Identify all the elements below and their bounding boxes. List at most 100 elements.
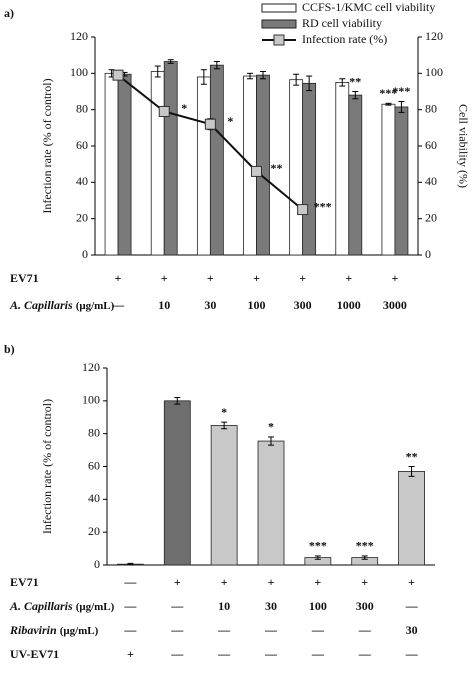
y-tick-label: 120: [70, 29, 88, 43]
row-label-name: A. Capillaris: [9, 298, 73, 312]
row-label-name: A. Capillaris: [9, 599, 73, 613]
bar: [196, 76, 211, 256]
y2-tick-label: 100: [425, 65, 443, 79]
bar: [210, 425, 238, 566]
y-axis-label: Infection rate (% of control): [40, 399, 54, 534]
row-value: +: [115, 271, 122, 285]
bar: [150, 71, 165, 256]
significance: *: [181, 101, 187, 115]
row-value: 300: [356, 599, 374, 613]
significance: *: [268, 420, 274, 434]
y-tick-label: 80: [88, 425, 100, 439]
row-label: EV71: [10, 575, 39, 589]
row-value: +: [268, 575, 275, 589]
bar: [398, 471, 425, 566]
marker: [251, 165, 262, 177]
row-value: 3000: [383, 298, 407, 312]
bar: [302, 82, 317, 256]
legend-swatch: [261, 3, 297, 13]
row-value: —: [123, 599, 137, 613]
bar: [163, 400, 191, 566]
bar: [209, 64, 224, 256]
panel-label: a): [4, 6, 14, 20]
row-value: +: [207, 271, 214, 285]
bar: [394, 106, 409, 256]
significance: **: [349, 74, 361, 88]
row-value: +: [392, 271, 399, 285]
bar: [163, 61, 178, 256]
row-label-name: EV71: [10, 271, 39, 285]
bar: [335, 82, 350, 256]
row-value: —: [111, 298, 125, 312]
significance: ***: [392, 84, 410, 98]
legend-swatch: [261, 19, 297, 29]
row-value: +: [127, 647, 134, 661]
row-value: 30: [204, 298, 216, 312]
y-tick-label: 0: [94, 557, 100, 571]
y2-tick-label: 0: [425, 247, 431, 261]
y-tick-label: 20: [76, 210, 88, 224]
legend-label: RD cell viability: [302, 16, 382, 30]
row-label-name: EV71: [10, 575, 39, 589]
row-value: —: [264, 647, 278, 661]
bar: [256, 74, 270, 256]
row-value: —: [123, 623, 137, 637]
y2-tick-label: 80: [425, 101, 437, 115]
row-value: +: [253, 271, 260, 285]
significance: ***: [314, 199, 332, 213]
row-value: —: [264, 623, 278, 637]
row-label: Ribavirin (μg/mL): [9, 623, 99, 637]
row-value: —: [405, 599, 419, 613]
row-value: 1000: [337, 298, 361, 312]
significance: *: [227, 114, 233, 128]
y2-tick-label: 20: [425, 210, 437, 224]
row-value: —: [405, 647, 419, 661]
bar: [117, 73, 132, 256]
y2-tick-label: 40: [425, 174, 437, 188]
row-label: UV-EV71: [10, 647, 59, 661]
row-value: —: [170, 647, 184, 661]
row-value: —: [358, 623, 372, 637]
row-value: —: [311, 647, 325, 661]
significance: *: [221, 405, 227, 419]
marker: [158, 105, 170, 117]
y-tick-label: 120: [82, 360, 100, 374]
significance: ***: [309, 539, 327, 553]
row-value: 30: [406, 623, 418, 637]
row-value: —: [123, 575, 137, 589]
legend-label: CCFS-1/KMC cell viability: [302, 0, 435, 14]
row-value: +: [221, 575, 228, 589]
y-tick-label: 100: [82, 393, 100, 407]
row-value: 10: [218, 599, 230, 613]
row-value: 100: [309, 599, 327, 613]
bar: [381, 103, 396, 256]
y-tick-label: 40: [88, 491, 100, 505]
y-tick-label: 80: [76, 101, 88, 115]
row-label-name: Ribavirin: [9, 623, 57, 637]
row-value: —: [311, 623, 325, 637]
y-tick-label: 40: [76, 174, 88, 188]
significance: ***: [356, 539, 374, 553]
y-tick-label: 20: [88, 524, 100, 538]
bar: [289, 79, 304, 256]
row-label-unit: (μg/mL): [76, 300, 115, 312]
row-value: +: [174, 575, 181, 589]
marker: [297, 204, 309, 216]
bar: [104, 72, 119, 256]
row-value: —: [170, 623, 184, 637]
row-value: —: [170, 599, 184, 613]
legend-label: Infection rate (%): [302, 32, 387, 46]
y-tick-label: 0: [82, 247, 88, 261]
y-tick-label: 100: [70, 65, 88, 79]
row-value: +: [408, 575, 415, 589]
row-value: +: [361, 575, 368, 589]
row-label: A. Capillaris (μg/mL): [9, 298, 115, 312]
row-value: —: [217, 623, 231, 637]
row-label-unit: (μg/mL): [76, 601, 115, 613]
marker: [204, 118, 216, 130]
marker: [112, 69, 124, 81]
significance: ***: [379, 86, 397, 100]
y-tick-label: 60: [88, 458, 100, 472]
row-label: A. Capillaris (μg/mL): [9, 599, 115, 613]
